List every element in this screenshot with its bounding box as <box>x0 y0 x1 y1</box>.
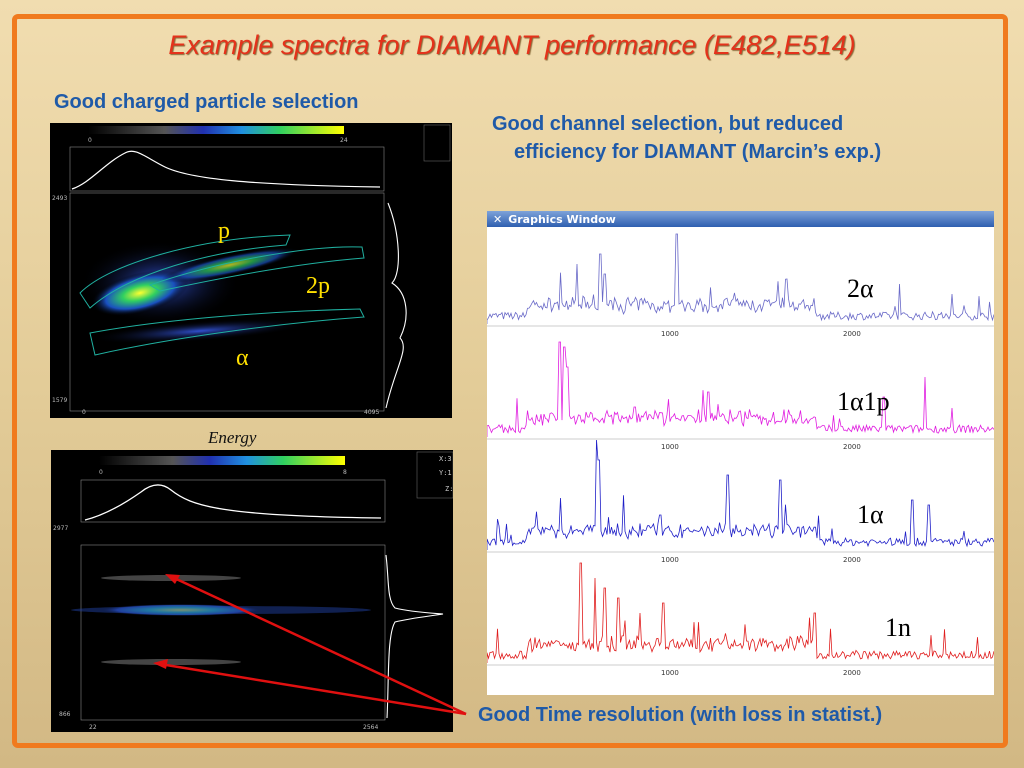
tick-label: 2000 <box>843 330 861 338</box>
spectrum-4: 1000 2000 1n <box>486 562 995 677</box>
spectrum-trace <box>486 233 995 324</box>
y-bottom: 866 <box>59 711 71 718</box>
x-icon: ✕ <box>493 212 503 226</box>
projection-y <box>385 554 444 719</box>
label-p: p <box>218 218 230 244</box>
caption-charged-particle: Good charged particle selection <box>54 91 359 113</box>
x-right: 2564 <box>363 724 378 731</box>
tick-label: 1000 <box>661 330 679 338</box>
caption-line-1: Good channel selection, but reduced <box>492 113 844 135</box>
spectrum-trace <box>486 439 995 550</box>
window-titlebar[interactable]: ✕ Graphics Window <box>487 211 994 227</box>
graphics-window: ✕ Graphics Window 1000 2000 2α 1000 2000 1α1p… <box>486 211 995 695</box>
slide-frame <box>12 14 1008 748</box>
y-bottom: 1579 <box>52 397 67 404</box>
colorbar-min: 0 <box>99 469 103 476</box>
readout-z: Z: <box>445 485 453 493</box>
tick-label: 1000 <box>661 443 679 451</box>
x-right: 4095 <box>364 409 379 416</box>
tick-label: 1000 <box>661 556 679 564</box>
tick-label: 2000 <box>843 669 861 677</box>
caption-line-2: efficiency for DIAMANT (Marcin’s exp.) <box>514 141 882 163</box>
colorbar-max: 8 <box>343 469 347 476</box>
readout-y: Y:1 <box>439 469 452 477</box>
spectrum-trace <box>486 341 995 437</box>
y-top: 2977 <box>53 525 68 532</box>
tick-label: 1000 <box>661 669 679 677</box>
tick-label: 2000 <box>843 443 861 451</box>
label-2p: 2p <box>306 273 330 299</box>
tick-label: 2000 <box>843 556 861 564</box>
projection-y <box>385 202 407 409</box>
spectrum-trace <box>486 562 995 663</box>
slide-title: Example spectra for DIAMANT performance … <box>168 30 856 60</box>
colorbar-min: 0 <box>88 137 92 144</box>
colorbar <box>88 126 344 134</box>
particle-id-plot: 0 24 p 2p α 2493 1579 0 4095 <box>50 123 452 418</box>
spectrum-label: 1n <box>885 613 911 642</box>
spectrum-label: 2α <box>847 274 874 303</box>
window-title: Graphics Window <box>508 212 616 226</box>
time-resolution-plot: 0 8 X:3 Y:1 Z: 2977 866 22 2564 <box>51 450 453 732</box>
colorbar <box>99 456 345 465</box>
spectra-stack: 1000 2000 2α 1000 2000 1α1p 1000 2000 1α 1000 2000… <box>486 233 995 677</box>
x-left: 22 <box>89 724 97 731</box>
y-top: 2493 <box>52 195 67 202</box>
spectrum-2: 1000 2000 1α1p <box>486 341 995 451</box>
colorbar-max: 24 <box>340 137 348 144</box>
caption-channel-selection: Good channel selection, but reduced effi… <box>492 110 881 166</box>
spectrum-label: 1α1p <box>837 387 890 416</box>
projection-x <box>84 484 382 521</box>
label-alpha: α <box>236 345 249 371</box>
energy-label: Energy <box>208 428 257 447</box>
readout-x: X:3 <box>439 455 452 463</box>
spectrum-1: 1000 2000 2α <box>486 233 995 338</box>
caption-time-resolution: Good Time resolution (with loss in stati… <box>478 704 883 726</box>
x-left: 0 <box>82 409 86 416</box>
projection-x <box>71 150 381 190</box>
spectrum-label: 1α <box>857 500 884 529</box>
spectrum-3: 1000 2000 1α <box>486 439 995 564</box>
